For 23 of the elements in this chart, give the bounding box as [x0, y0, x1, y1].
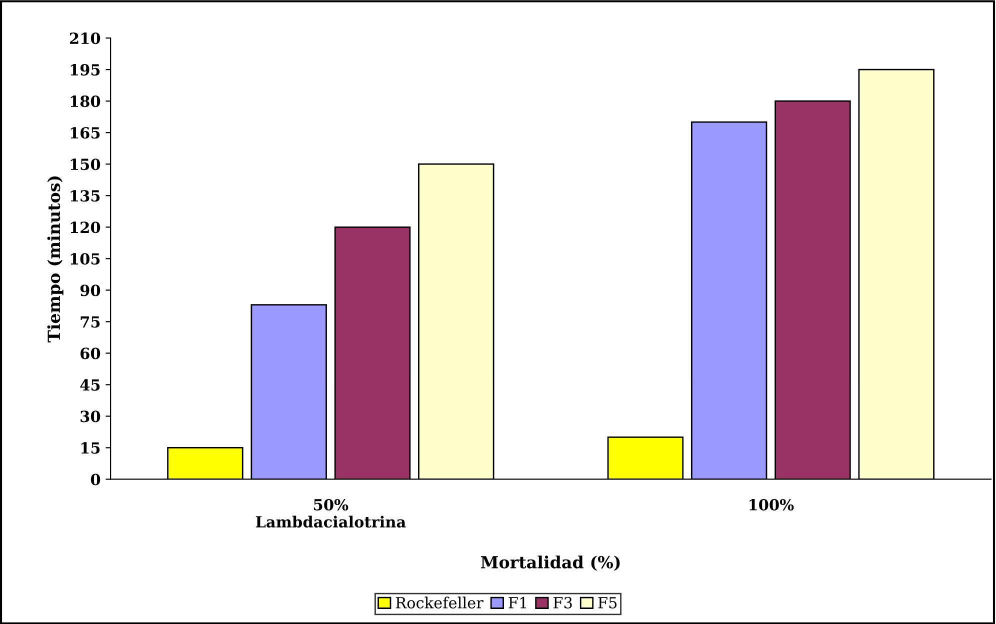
y-axis-title: Tiempo (minutos)	[47, 176, 64, 342]
y-tick-label: 120	[70, 222, 100, 234]
y-tick-label: 0	[90, 474, 100, 486]
legend-label: F5	[598, 597, 617, 608]
y-tick-label: 15	[81, 442, 100, 454]
y-tick-label: 135	[70, 190, 100, 202]
legend-label: Rockefeller	[396, 596, 484, 608]
y-tick-label: 90	[80, 284, 100, 296]
y-tick-label: 210	[70, 32, 100, 44]
y-tick-label: 195	[70, 64, 100, 76]
y-tick-label: 180	[70, 96, 100, 108]
x-tick-label: 100%	[750, 498, 794, 510]
y-tick-label: 30	[80, 410, 100, 422]
y-tick-label: 165	[70, 127, 100, 139]
x-axis-title: Mortalidad (%)	[480, 556, 620, 571]
y-tick-label: 105	[70, 253, 100, 265]
y-tick-label: 45	[80, 379, 100, 391]
x-tick-label: 50% Lambdacialotrina	[256, 498, 406, 528]
legend-label: F3	[553, 596, 572, 608]
legend-label: F1	[508, 596, 526, 608]
y-tick-label: 75	[80, 316, 100, 328]
y-tick-label: 150	[70, 158, 100, 170]
y-tick-label: 60	[80, 348, 100, 360]
